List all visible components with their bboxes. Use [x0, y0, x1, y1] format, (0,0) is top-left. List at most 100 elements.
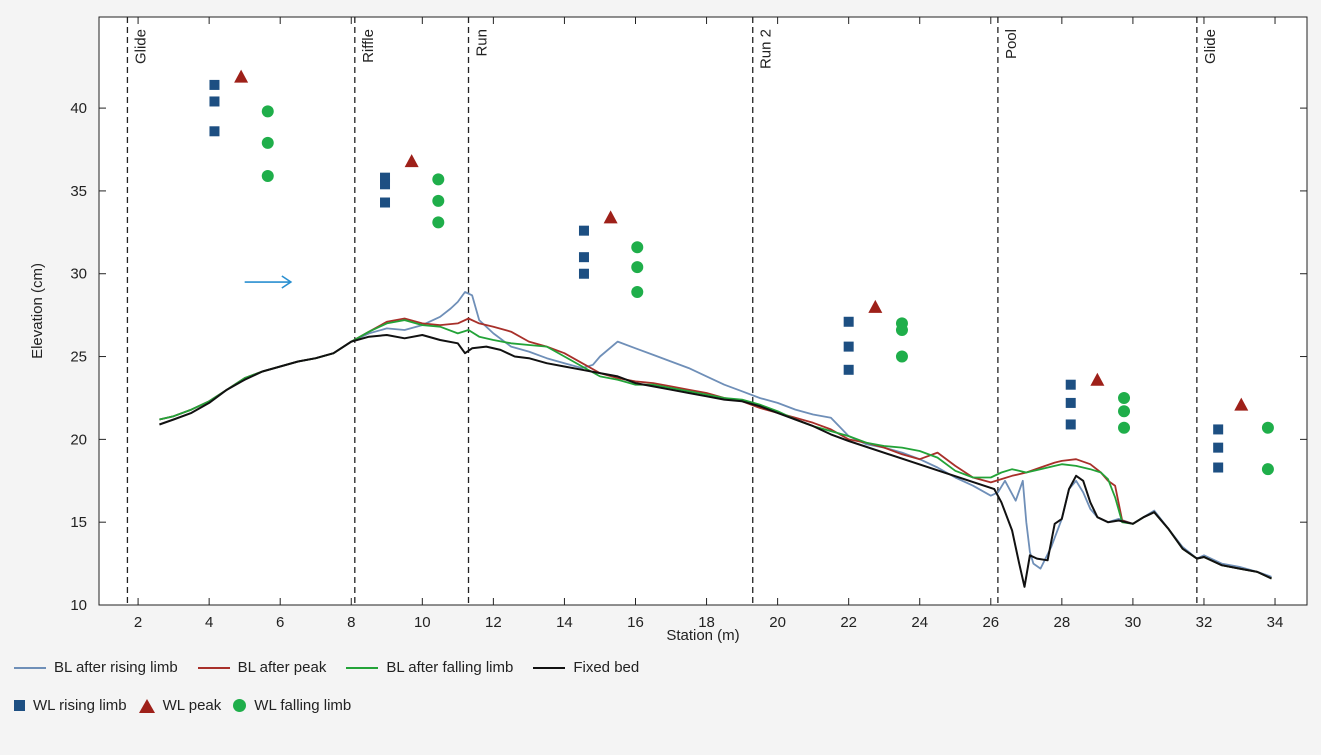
x-tick-label-26: 26	[982, 614, 999, 631]
marker-wl-rising-limb-4	[380, 179, 391, 190]
marker-wl-falling-limb-8	[631, 285, 644, 298]
zone-label-glide-0: Glide	[132, 29, 149, 64]
marker-wl-rising-limb-6	[578, 225, 589, 236]
marker-wl-rising-limb-2	[209, 126, 220, 137]
zone-label-pool-4: Pool	[1003, 29, 1020, 59]
elevation-chart: Glide Riffle Run Run 2 Pool Glide 2 4 6 8 10 12 14 1…	[29, 16, 1308, 644]
marker-wl-falling-limb-15	[1261, 421, 1274, 434]
x-tick-label-10: 10	[414, 614, 431, 631]
x-axis-label: Station (m)	[666, 627, 739, 644]
legend-lines: BL after rising limb BL after peak BL af…	[14, 659, 659, 676]
x-tick-label-16: 16	[627, 614, 644, 631]
x-tick-label-22: 22	[840, 614, 857, 631]
x-tick-label-20: 20	[769, 614, 786, 631]
x-tick-label-28: 28	[1054, 614, 1071, 631]
y-tick-label-20: 20	[70, 431, 87, 448]
x-tick-label-6: 6	[276, 614, 284, 631]
zone-label-riffle-1: Riffle	[360, 29, 377, 63]
marker-wl-peak-0	[234, 69, 249, 83]
marker-wl-falling-limb-14	[1118, 421, 1131, 434]
y-tick-label-35: 35	[70, 183, 87, 200]
marker-wl-falling-limb-12	[1118, 391, 1131, 404]
marker-wl-falling-limb-2	[261, 170, 274, 183]
legend-label-wl-rising: WL rising limb	[33, 697, 127, 714]
y-tick-label-40: 40	[70, 100, 87, 117]
legend-swatch-wl-peak	[138, 698, 155, 713]
marker-wl-falling-limb-7	[631, 261, 644, 274]
legend-label-fixed-bed: Fixed bed	[573, 659, 640, 676]
legend-swatch-wl-rising	[14, 700, 25, 711]
marker-wl-peak-4	[1090, 372, 1105, 386]
marker-wl-falling-limb-10	[895, 324, 908, 337]
y-axis-label: Elevation (cm)	[29, 263, 46, 359]
y-tick-label-30: 30	[70, 266, 87, 283]
legend-item-fixed-bed: Fixed bed	[533, 659, 639, 676]
marker-wl-peak-3	[868, 299, 883, 313]
x-tick-label-24: 24	[911, 614, 928, 631]
marker-wl-rising-limb-16	[1213, 442, 1224, 453]
marker-wl-falling-limb-16	[1261, 463, 1274, 476]
legend-item-bl-rising: BL after rising limb	[14, 659, 178, 676]
marker-wl-falling-limb-1	[261, 136, 274, 149]
legend-swatch-bl-falling	[346, 666, 379, 669]
marker-wl-peak-2	[603, 210, 618, 224]
x-tick-label-12: 12	[485, 614, 502, 631]
marker-wl-rising-limb-9	[843, 316, 854, 327]
x-tick-label-30: 30	[1125, 614, 1142, 631]
legend-swatch-bl-rising	[14, 666, 46, 669]
marker-wl-falling-limb-4	[432, 194, 445, 207]
plot-area	[98, 16, 1308, 606]
legend-label-bl-peak: BL after peak	[237, 659, 327, 676]
legend-markers: WL rising limb WL peak WL falling limb	[14, 697, 371, 714]
marker-wl-rising-limb-5	[380, 197, 391, 208]
marker-wl-falling-limb-3	[432, 173, 445, 186]
marker-wl-rising-limb-13	[1065, 397, 1076, 408]
legend-item-wl-rising: WL rising limb	[14, 697, 127, 714]
legend-swatch-wl-falling	[233, 699, 247, 712]
x-tick-label-2: 2	[134, 614, 142, 631]
marker-wl-falling-limb-0	[261, 105, 274, 118]
marker-wl-falling-limb-6	[631, 241, 644, 254]
bed-level-lines	[159, 291, 1272, 588]
legend-label-wl-peak: WL peak	[162, 697, 222, 714]
legend-item-bl-peak: BL after peak	[197, 659, 327, 676]
marker-wl-rising-limb-7	[578, 252, 589, 263]
marker-wl-falling-limb-5	[432, 216, 445, 229]
marker-wl-rising-limb-12	[1065, 379, 1076, 390]
zone-label-run-2: Run	[474, 29, 491, 57]
series-line-fixed-bed	[159, 334, 1272, 588]
x-tick-label-32: 32	[1196, 614, 1213, 631]
marker-wl-falling-limb-11	[895, 350, 908, 363]
marker-wl-rising-limb-15	[1213, 424, 1224, 435]
legend-label-bl-rising: BL after rising limb	[54, 659, 178, 676]
y-tick-label-10: 10	[70, 597, 87, 614]
x-tick-label-34: 34	[1267, 614, 1284, 631]
marker-wl-peak-5	[1234, 397, 1249, 411]
legend-item-bl-falling: BL after falling limb	[346, 659, 513, 676]
x-tick-label-4: 4	[205, 614, 213, 631]
x-tick-label-14: 14	[556, 614, 573, 631]
marker-wl-rising-limb-11	[843, 364, 854, 375]
legend-label-wl-falling: WL falling limb	[254, 697, 352, 714]
axes: 2 4 6 8 10 12 14 16 18 20 22 24 26 28 30 32 341015202530…	[70, 17, 1307, 631]
legend-swatch-fixed-bed	[533, 666, 566, 669]
marker-wl-rising-limb-10	[843, 341, 854, 352]
marker-wl-rising-limb-17	[1213, 462, 1224, 473]
flow-arrow-head	[281, 275, 293, 289]
zone-label-run-2-3: Run 2	[758, 29, 775, 69]
water-level-markers	[209, 69, 1274, 476]
x-tick-label-8: 8	[347, 614, 355, 631]
series-line-bl-after-falling-limb	[159, 319, 1272, 580]
legend-swatch-bl-peak	[197, 666, 230, 669]
y-tick-label-15: 15	[70, 514, 87, 531]
zone-label-glide-5: Glide	[1202, 29, 1219, 64]
marker-wl-rising-limb-8	[578, 268, 589, 279]
marker-wl-rising-limb-14	[1065, 419, 1076, 430]
marker-wl-rising-limb-3	[380, 172, 391, 183]
marker-wl-falling-limb-13	[1118, 405, 1131, 418]
legend-item-wl-peak: WL peak	[138, 697, 222, 714]
marker-wl-rising-limb-0	[209, 79, 220, 90]
x-tick-label-18: 18	[698, 614, 715, 631]
marker-wl-peak-1	[404, 154, 419, 168]
legend-label-bl-falling: BL after falling limb	[386, 659, 514, 676]
